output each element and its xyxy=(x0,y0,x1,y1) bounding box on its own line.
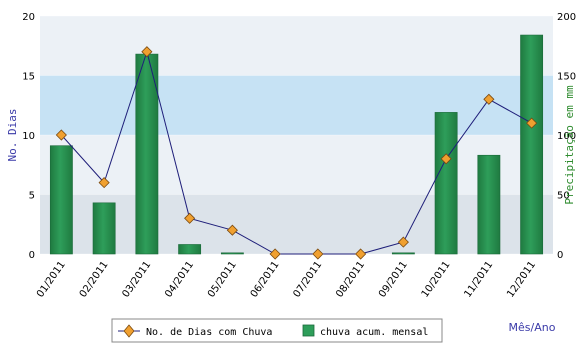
line-marker xyxy=(184,212,196,224)
legend-bar-label: chuva acum. mensal xyxy=(320,327,428,338)
right-axis-label: Precipitação em mm xyxy=(563,85,576,205)
background-band xyxy=(40,135,553,195)
line-markers xyxy=(55,46,538,260)
x-tick-label: 06/2011 xyxy=(249,259,282,299)
bar-series xyxy=(49,34,544,255)
legend-box xyxy=(111,318,443,343)
x-tick-label: 09/2011 xyxy=(377,259,410,299)
right-tick-label: 0 xyxy=(557,250,563,261)
line-marker xyxy=(226,224,238,236)
right-tick-label: 100 xyxy=(557,131,576,142)
x-tick-label: 01/2011 xyxy=(35,259,68,299)
left-axis-ticks: 0 5 10 15 20 xyxy=(22,12,35,261)
line-marker xyxy=(526,117,538,129)
line-marker xyxy=(355,248,367,260)
right-axis-ticks: 0 50 100 150 200 xyxy=(557,12,576,261)
x-tick-label: 12/2011 xyxy=(505,259,538,299)
left-tick-label: 10 xyxy=(22,131,35,142)
left-tick-label: 0 xyxy=(29,250,35,261)
background-band xyxy=(40,16,553,76)
x-tick-label: 04/2011 xyxy=(163,259,196,299)
x-tick-label: 03/2011 xyxy=(120,259,153,299)
x-axis-label: Mês/Ano xyxy=(509,321,556,334)
right-tick-label: 50 xyxy=(557,191,570,202)
line-marker xyxy=(483,93,495,105)
left-axis-label: No. Dias xyxy=(6,109,19,162)
left-tick-label: 5 xyxy=(29,191,35,202)
bar xyxy=(178,244,202,255)
line-marker xyxy=(269,248,281,260)
x-tick-label: 05/2011 xyxy=(206,259,239,299)
x-tick-label: 08/2011 xyxy=(334,259,367,299)
left-tick-label: 20 xyxy=(22,12,35,23)
bar xyxy=(520,34,544,255)
line-marker xyxy=(397,236,409,248)
line-marker xyxy=(312,248,324,260)
x-tick-label: 10/2011 xyxy=(420,259,453,299)
background-band xyxy=(40,194,553,254)
bar xyxy=(49,145,73,255)
bar xyxy=(477,154,501,255)
line-series xyxy=(61,49,532,255)
legend-marker-swatch xyxy=(123,324,135,338)
bar xyxy=(220,252,244,255)
line-marker xyxy=(141,46,153,58)
legend-bar-swatch xyxy=(302,324,315,337)
bar xyxy=(135,53,159,255)
x-tick-label: 11/2011 xyxy=(462,259,495,299)
line-marker xyxy=(98,177,110,189)
left-tick-label: 15 xyxy=(22,72,35,83)
background-bands xyxy=(40,16,553,254)
background-band xyxy=(40,75,553,135)
x-tick-label: 02/2011 xyxy=(78,259,111,299)
x-tick-label: 07/2011 xyxy=(291,259,324,299)
bar xyxy=(391,252,415,255)
legend: No. de Dias com Chuva chuva acum. mensal xyxy=(111,318,443,343)
bar xyxy=(92,202,116,255)
right-tick-label: 150 xyxy=(557,72,576,83)
right-tick-label: 200 xyxy=(557,12,576,23)
line-marker xyxy=(55,129,67,141)
legend-line-label: No. de Dias com Chuva xyxy=(146,327,272,338)
line-marker xyxy=(440,153,452,165)
bar xyxy=(434,112,458,255)
x-axis-ticks: 01/2011 02/2011 03/2011 04/2011 05/2011 06/20… xyxy=(35,259,538,299)
